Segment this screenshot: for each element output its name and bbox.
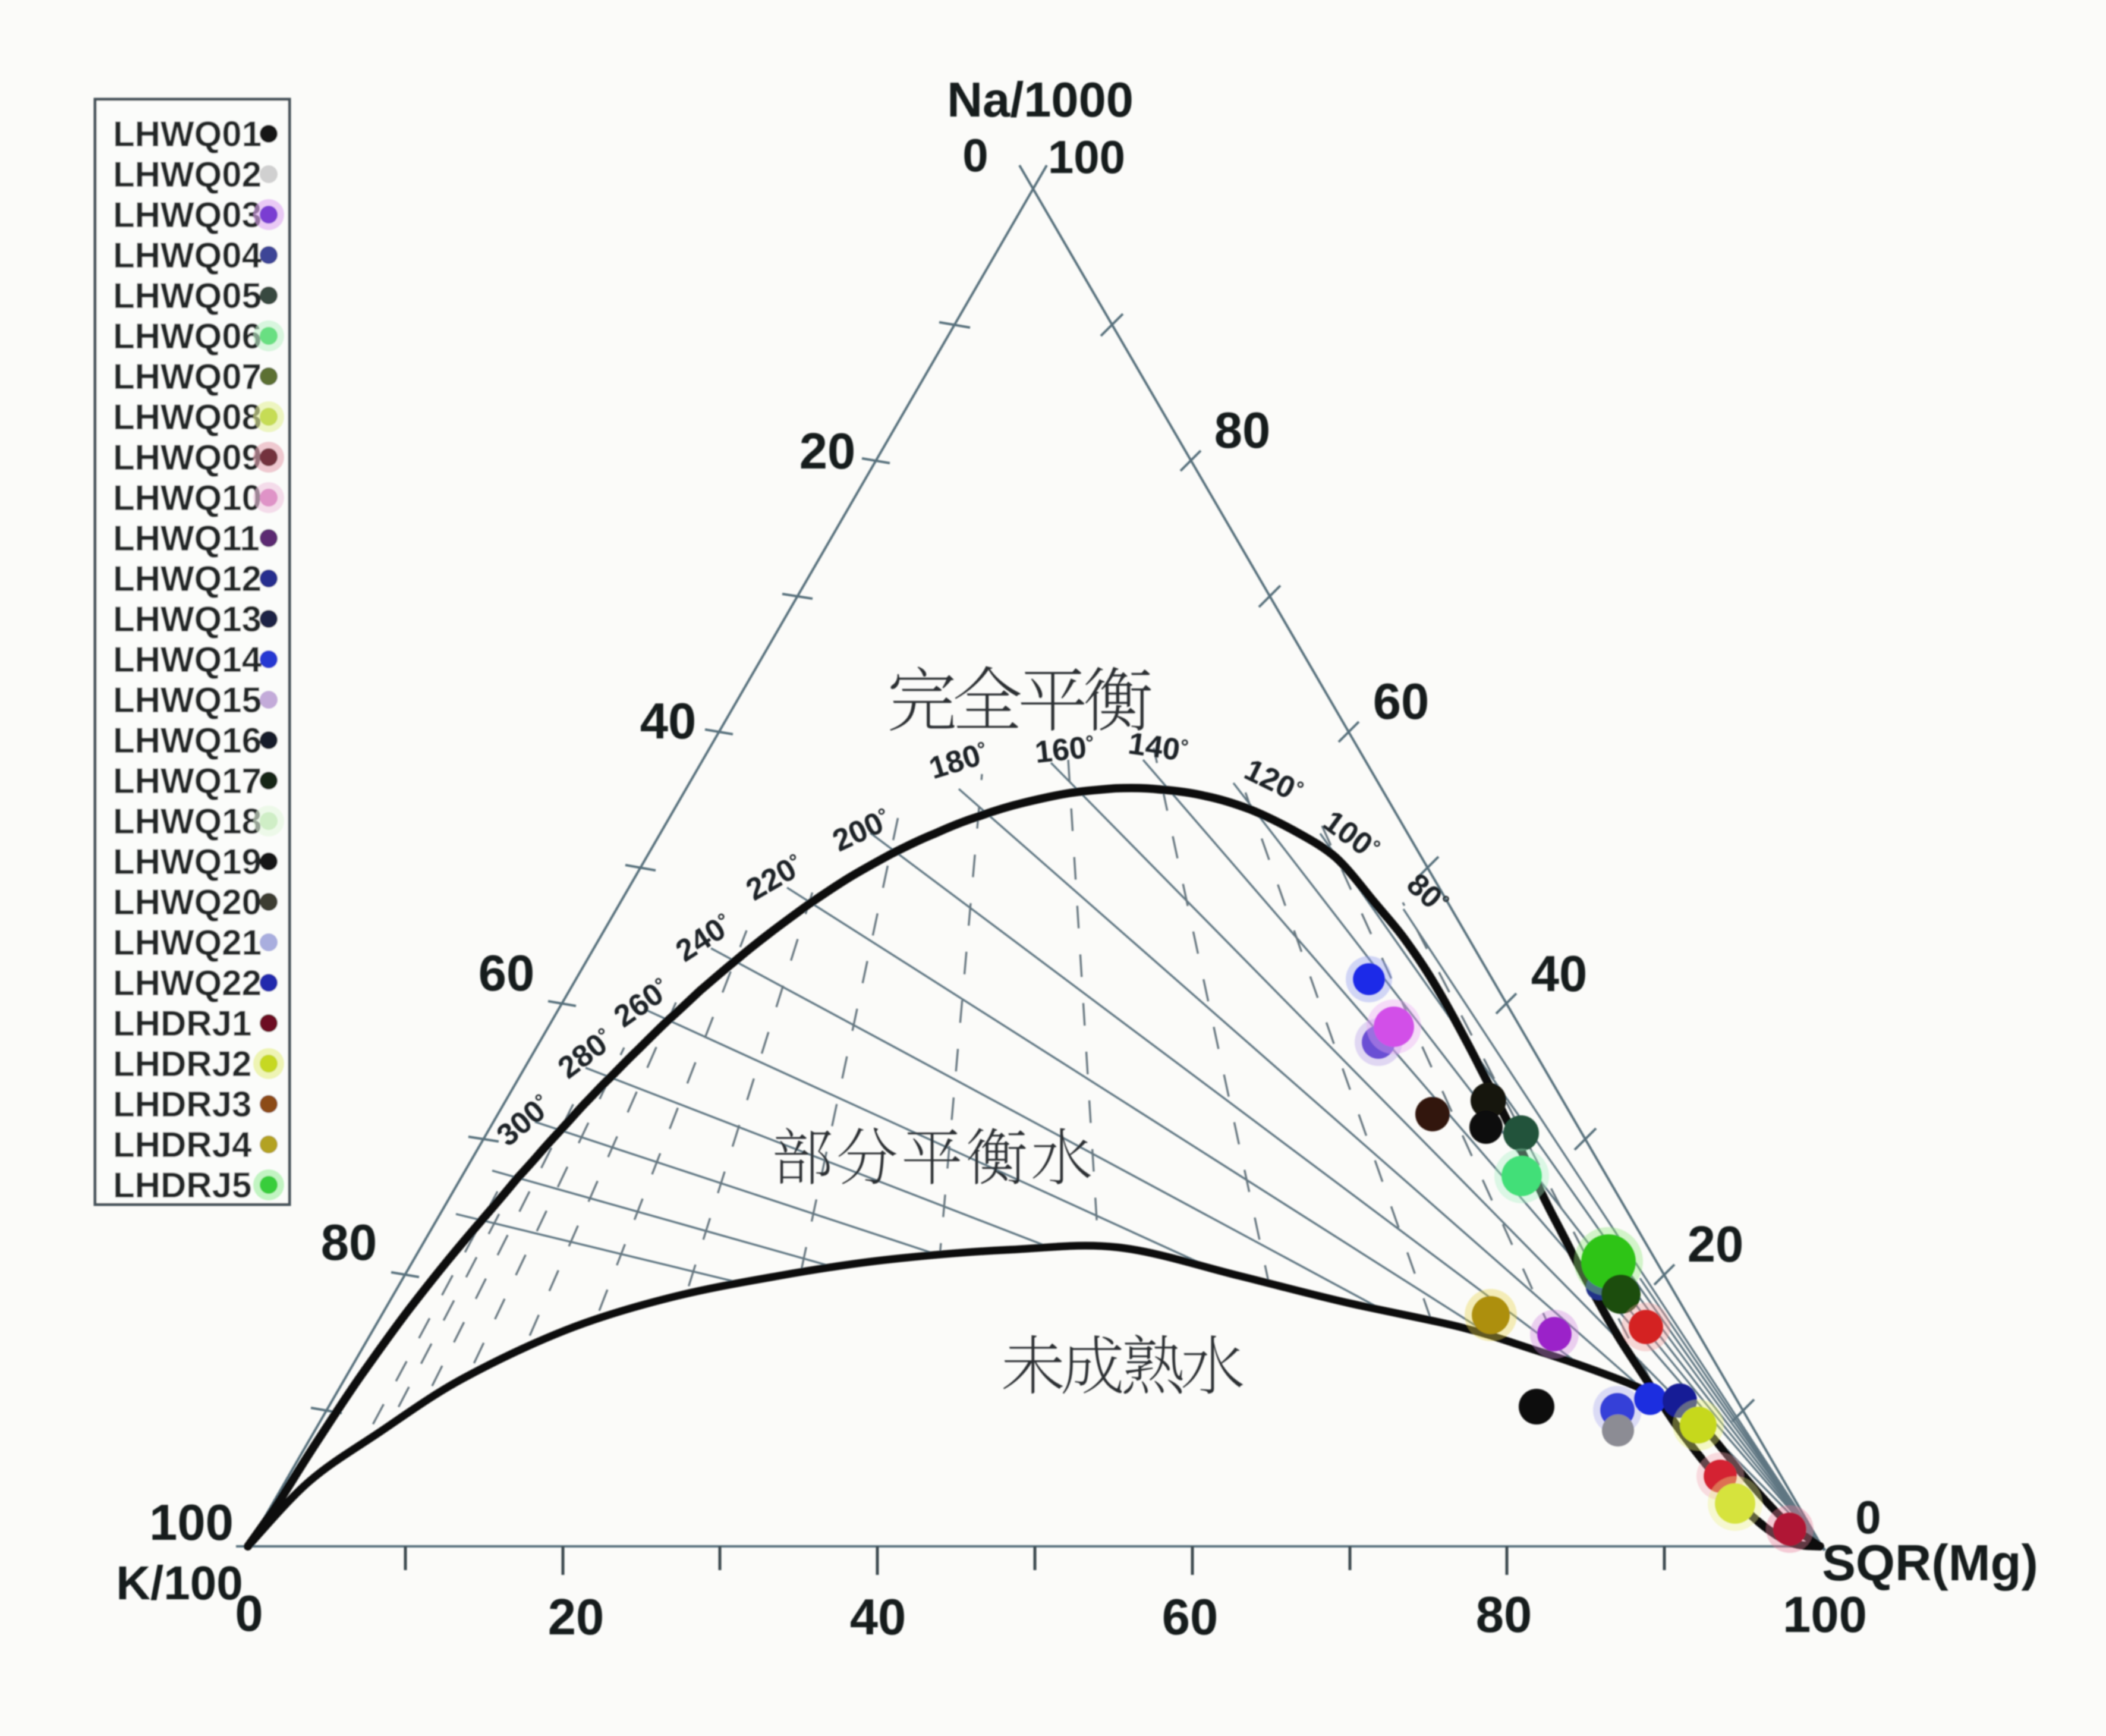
svg-text:LHWQ14: LHWQ14 <box>113 640 262 680</box>
svg-text:LHWQ06: LHWQ06 <box>113 316 262 356</box>
svg-text:LHDRJ5: LHDRJ5 <box>113 1165 251 1205</box>
svg-text:40: 40 <box>640 693 697 750</box>
svg-text:160°: 160° <box>1033 729 1096 770</box>
svg-text:LHWQ19: LHWQ19 <box>113 842 262 882</box>
svg-text:40: 40 <box>850 1589 906 1646</box>
svg-text:0: 0 <box>1855 1491 1881 1543</box>
svg-text:60: 60 <box>1162 1589 1219 1646</box>
svg-text:LHWQ09: LHWQ09 <box>113 438 262 477</box>
svg-text:100: 100 <box>149 1495 234 1551</box>
svg-text:20: 20 <box>548 1589 605 1646</box>
svg-text:LHWQ07: LHWQ07 <box>113 357 262 397</box>
svg-text:LHWQ18: LHWQ18 <box>113 801 262 841</box>
svg-text:0: 0 <box>235 1586 263 1642</box>
svg-text:LHWQ12: LHWQ12 <box>113 559 262 599</box>
svg-text:LHDRJ4: LHDRJ4 <box>113 1125 252 1165</box>
svg-text:K/100: K/100 <box>116 1556 243 1609</box>
svg-text:LHWQ04: LHWQ04 <box>113 235 262 275</box>
svg-text:LHWQ22: LHWQ22 <box>113 963 262 1003</box>
svg-text:LHWQ02: LHWQ02 <box>113 155 262 194</box>
svg-text:LHWQ03: LHWQ03 <box>113 195 262 235</box>
svg-text:60: 60 <box>1373 674 1430 730</box>
svg-text:LHWQ10: LHWQ10 <box>113 478 262 518</box>
svg-text:LHWQ20: LHWQ20 <box>113 882 262 922</box>
svg-text:LHWQ21: LHWQ21 <box>113 923 262 963</box>
svg-text:100: 100 <box>1048 131 1125 183</box>
svg-text:LHDRJ2: LHDRJ2 <box>113 1044 251 1084</box>
svg-text:LHWQ15: LHWQ15 <box>113 680 262 720</box>
svg-text:LHWQ08: LHWQ08 <box>113 397 262 437</box>
svg-text:LHDRJ1: LHDRJ1 <box>113 1004 251 1043</box>
svg-text:LHWQ05: LHWQ05 <box>113 276 262 316</box>
svg-text:80: 80 <box>321 1215 377 1271</box>
svg-text:LHDRJ3: LHDRJ3 <box>113 1084 251 1124</box>
svg-text:40: 40 <box>1531 946 1588 1002</box>
svg-text:SQR(Mg): SQR(Mg) <box>1822 1535 2038 1592</box>
svg-text:20: 20 <box>1688 1216 1744 1273</box>
svg-text:LHWQ01: LHWQ01 <box>113 114 262 154</box>
svg-text:80: 80 <box>1476 1587 1532 1643</box>
svg-text:LHWQ11: LHWQ11 <box>113 518 260 558</box>
svg-text:20: 20 <box>799 423 856 480</box>
svg-text:100: 100 <box>1783 1587 1867 1643</box>
svg-text:60: 60 <box>479 945 535 1002</box>
svg-text:0: 0 <box>962 129 988 181</box>
svg-text:LHWQ16: LHWQ16 <box>113 721 262 760</box>
svg-text:LHWQ13: LHWQ13 <box>113 599 262 639</box>
svg-text:LHWQ17: LHWQ17 <box>113 761 262 801</box>
svg-text:Na/1000: Na/1000 <box>947 72 1134 127</box>
svg-text:80: 80 <box>1214 402 1271 459</box>
